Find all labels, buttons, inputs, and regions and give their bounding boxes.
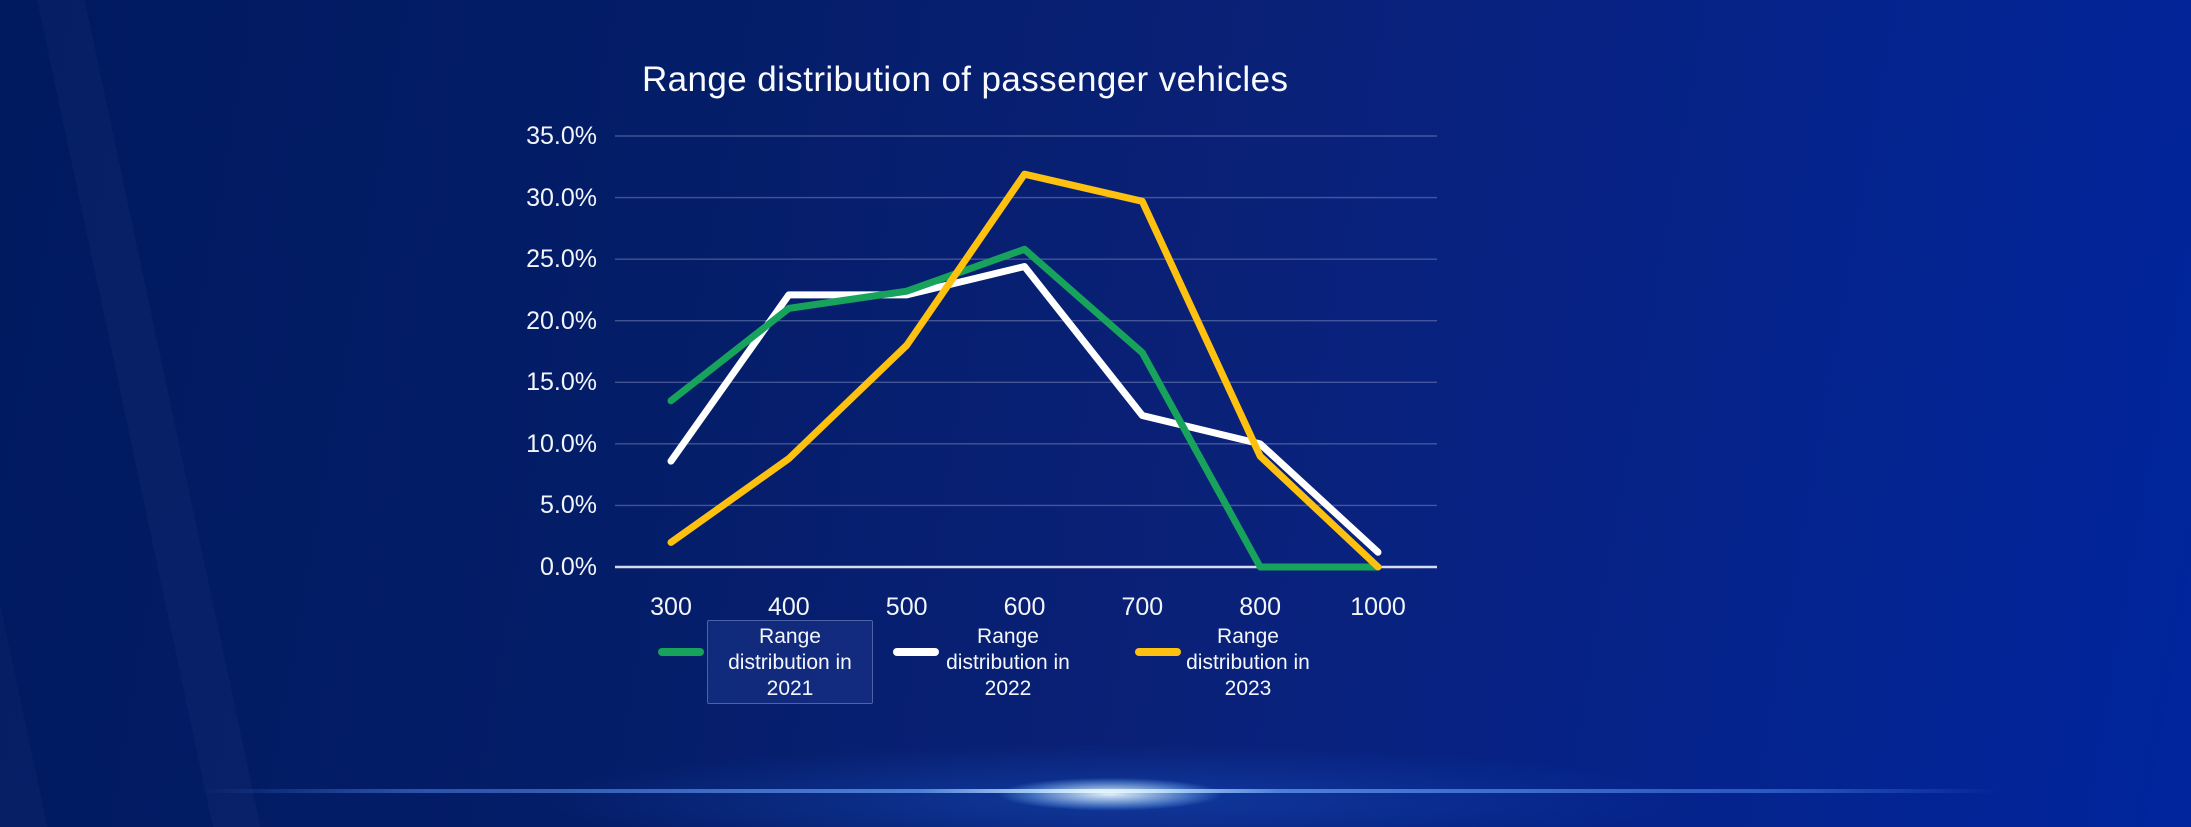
- legend-color-line-icon: [893, 648, 939, 656]
- legend-label: Range distribution in 2023: [1186, 625, 1310, 700]
- series-line-2023: [667, 170, 1382, 571]
- legend-highlight-box: [707, 620, 873, 704]
- legend-label: Range distribution in 2021: [728, 625, 852, 700]
- x-tick-label: 300: [650, 593, 692, 621]
- x-tick-label: 1000: [1350, 593, 1406, 621]
- y-tick-label: 25.0%: [526, 245, 597, 274]
- y-tick-label: 20.0%: [526, 306, 597, 335]
- chart-title: Range distribution of passenger vehicles: [642, 60, 1289, 99]
- y-tick-label: 5.0%: [540, 491, 597, 520]
- y-tick-label: 30.0%: [526, 183, 597, 212]
- y-tick-label: 10.0%: [526, 429, 597, 458]
- x-tick-label: 400: [767, 593, 810, 621]
- x-tick-label: 500: [885, 593, 928, 621]
- y-tick-label: 35.0%: [526, 122, 597, 150]
- series-line-2022: [667, 263, 1382, 556]
- legend-label: Range distribution in 2022: [946, 625, 1070, 700]
- legend-color-line-icon: [1135, 648, 1181, 656]
- series-line-2021: [667, 245, 1382, 571]
- x-tick-label: 700: [1121, 593, 1164, 621]
- y-tick-label: 15.0%: [526, 368, 597, 397]
- y-tick-label: 0.0%: [540, 553, 597, 581]
- x-tick-label: 600: [1003, 593, 1046, 621]
- legend-color-line-icon: [658, 648, 704, 656]
- x-tick-label: 800: [1239, 593, 1282, 621]
